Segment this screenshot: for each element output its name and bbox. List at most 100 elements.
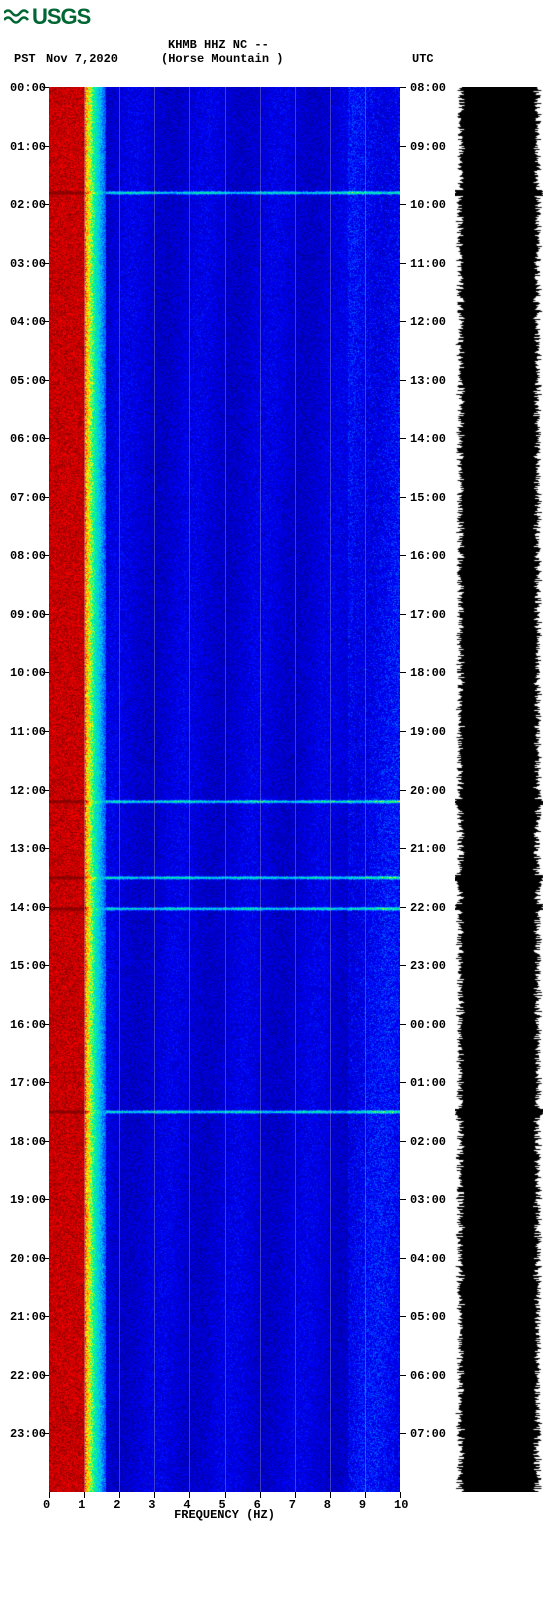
pst-hour-label: 19:00 bbox=[2, 1193, 46, 1207]
tick bbox=[43, 204, 49, 205]
utc-hour-label: 22:00 bbox=[410, 901, 454, 915]
utc-hour-label: 16:00 bbox=[410, 549, 454, 563]
pst-hour-label: 12:00 bbox=[2, 784, 46, 798]
station-code: KHMB HHZ NC -- bbox=[168, 38, 269, 52]
wave-icon bbox=[4, 7, 30, 27]
tick bbox=[400, 146, 406, 147]
tick bbox=[400, 87, 406, 88]
gridline bbox=[365, 87, 366, 1492]
tick bbox=[43, 497, 49, 498]
utc-hour-label: 21:00 bbox=[410, 842, 454, 856]
pst-hour-label: 07:00 bbox=[2, 491, 46, 505]
utc-hour-label: 04:00 bbox=[410, 1252, 454, 1266]
utc-hour-label: 10:00 bbox=[410, 198, 454, 212]
waveform-canvas bbox=[455, 87, 543, 1492]
tick bbox=[43, 1375, 49, 1376]
tick bbox=[400, 263, 406, 264]
tick bbox=[400, 1199, 406, 1200]
tick bbox=[43, 1141, 49, 1142]
utc-hour-label: 11:00 bbox=[410, 257, 454, 271]
utc-hour-label: 13:00 bbox=[410, 374, 454, 388]
tick bbox=[43, 146, 49, 147]
frequency-tick-label: 3 bbox=[148, 1498, 155, 1512]
utc-hour-label: 18:00 bbox=[410, 666, 454, 680]
right-timezone-label: UTC bbox=[412, 52, 434, 66]
utc-hour-label: 12:00 bbox=[410, 315, 454, 329]
utc-hour-label: 00:00 bbox=[410, 1018, 454, 1032]
frequency-tick-label: 5 bbox=[219, 1498, 226, 1512]
utc-hour-label: 01:00 bbox=[410, 1076, 454, 1090]
gridline bbox=[84, 87, 85, 1492]
tick bbox=[400, 614, 406, 615]
left-timezone-label: PST bbox=[14, 52, 36, 66]
tick bbox=[400, 672, 406, 673]
tick bbox=[43, 321, 49, 322]
pst-hour-label: 08:00 bbox=[2, 549, 46, 563]
pst-hour-label: 10:00 bbox=[2, 666, 46, 680]
pst-hour-label: 11:00 bbox=[2, 725, 46, 739]
pst-hour-label: 21:00 bbox=[2, 1310, 46, 1324]
tick bbox=[43, 907, 49, 908]
tick bbox=[43, 263, 49, 264]
tick bbox=[43, 790, 49, 791]
tick bbox=[400, 848, 406, 849]
pst-hour-label: 04:00 bbox=[2, 315, 46, 329]
pst-hour-label: 20:00 bbox=[2, 1252, 46, 1266]
gridline bbox=[295, 87, 296, 1492]
pst-hour-label: 17:00 bbox=[2, 1076, 46, 1090]
tick bbox=[43, 965, 49, 966]
utc-hour-label: 08:00 bbox=[410, 81, 454, 95]
tick bbox=[400, 1024, 406, 1025]
tick bbox=[400, 1316, 406, 1317]
pst-hour-label: 00:00 bbox=[2, 81, 46, 95]
tick bbox=[400, 1433, 406, 1434]
logo-text: USGS bbox=[32, 4, 90, 30]
frequency-tick-label: 6 bbox=[254, 1498, 261, 1512]
tick bbox=[400, 497, 406, 498]
utc-hour-label: 05:00 bbox=[410, 1310, 454, 1324]
tick bbox=[43, 1199, 49, 1200]
gridline bbox=[330, 87, 331, 1492]
pst-hour-label: 23:00 bbox=[2, 1427, 46, 1441]
tick bbox=[43, 1433, 49, 1434]
tick bbox=[400, 438, 406, 439]
tick bbox=[43, 1316, 49, 1317]
pst-hour-label: 06:00 bbox=[2, 432, 46, 446]
tick bbox=[400, 204, 406, 205]
utc-hour-label: 23:00 bbox=[410, 959, 454, 973]
utc-hour-label: 14:00 bbox=[410, 432, 454, 446]
tick bbox=[43, 380, 49, 381]
station-location: (Horse Mountain ) bbox=[161, 52, 283, 66]
gridline bbox=[260, 87, 261, 1492]
frequency-tick-label: 0 bbox=[43, 1498, 50, 1512]
frequency-tick-label: 1 bbox=[78, 1498, 85, 1512]
utc-hour-label: 20:00 bbox=[410, 784, 454, 798]
tick bbox=[43, 1258, 49, 1259]
tick bbox=[400, 321, 406, 322]
tick bbox=[43, 731, 49, 732]
pst-hour-label: 01:00 bbox=[2, 140, 46, 154]
pst-hour-label: 02:00 bbox=[2, 198, 46, 212]
frequency-tick-label: 9 bbox=[359, 1498, 366, 1512]
tick bbox=[43, 438, 49, 439]
frequency-tick-label: 2 bbox=[113, 1498, 120, 1512]
tick bbox=[43, 848, 49, 849]
utc-hour-label: 02:00 bbox=[410, 1135, 454, 1149]
pst-hour-label: 09:00 bbox=[2, 608, 46, 622]
tick bbox=[43, 672, 49, 673]
gridline bbox=[225, 87, 226, 1492]
tick bbox=[400, 731, 406, 732]
pst-hour-label: 03:00 bbox=[2, 257, 46, 271]
utc-hour-label: 17:00 bbox=[410, 608, 454, 622]
usgs-logo: USGS bbox=[4, 4, 90, 30]
gridline bbox=[119, 87, 120, 1492]
tick bbox=[400, 790, 406, 791]
frequency-tick-label: 4 bbox=[183, 1498, 190, 1512]
gridline bbox=[189, 87, 190, 1492]
frequency-tick-label: 8 bbox=[324, 1498, 331, 1512]
tick bbox=[43, 555, 49, 556]
pst-hour-label: 18:00 bbox=[2, 1135, 46, 1149]
tick bbox=[400, 380, 406, 381]
frequency-tick-label: 7 bbox=[289, 1498, 296, 1512]
tick bbox=[400, 1375, 406, 1376]
